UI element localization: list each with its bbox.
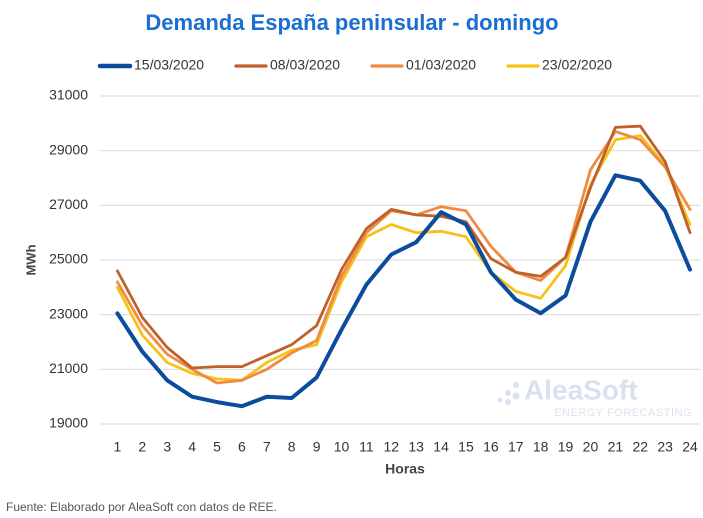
y-tick-label: 21000 [49, 360, 88, 376]
watermark-dot [505, 390, 511, 396]
y-axis-label: MWh [23, 244, 38, 275]
legend-label: 01/03/2020 [406, 57, 476, 73]
watermark-subtitle: ENERGY FORECASTING [554, 407, 692, 419]
x-tick-label: 9 [313, 439, 321, 455]
source-note: Fuente: Elaborado por AleaSoft con datos… [6, 500, 277, 514]
y-tick-label: 27000 [49, 196, 88, 212]
y-tick-label: 23000 [49, 305, 88, 321]
x-tick-label: 13 [408, 439, 424, 455]
x-tick-label: 17 [508, 439, 524, 455]
y-tick-label: 25000 [49, 251, 88, 267]
watermark-text: AleaSoft [524, 374, 638, 405]
watermark-dot [512, 392, 520, 400]
y-tick-label: 29000 [49, 141, 88, 157]
legend-label: 15/03/2020 [134, 57, 204, 73]
x-tick-label: 16 [483, 439, 499, 455]
x-tick-label: 20 [583, 439, 599, 455]
x-axis-label: Horas [385, 461, 425, 477]
watermark-dot [497, 397, 503, 403]
series-line [115, 173, 692, 409]
y-tick-label: 31000 [49, 87, 88, 103]
x-tick-label: 10 [334, 439, 350, 455]
x-tick-label: 19 [558, 439, 574, 455]
x-tick-label: 6 [238, 439, 246, 455]
x-tick-label: 11 [359, 439, 374, 455]
x-tick-label: 1 [114, 439, 122, 455]
watermark-dot [513, 382, 519, 388]
chart-title: Demanda España peninsular - domingo [145, 10, 558, 35]
x-tick-label: 7 [263, 439, 271, 455]
x-tick-label: 4 [188, 439, 196, 455]
series-line [116, 134, 692, 382]
x-tick-label: 12 [383, 439, 399, 455]
x-tick-label: 24 [682, 439, 698, 455]
x-tick-label: 15 [458, 439, 474, 455]
x-tick-label: 2 [138, 439, 146, 455]
series-line [116, 130, 692, 385]
x-tick-label: 21 [608, 439, 624, 455]
y-tick-label: 19000 [49, 415, 88, 431]
x-tick-label: 14 [433, 439, 449, 455]
watermark-dot [505, 399, 511, 405]
x-tick-label: 8 [288, 439, 296, 455]
legend-label: 23/02/2020 [542, 57, 612, 73]
legend-label: 08/03/2020 [270, 57, 340, 73]
x-tick-label: 23 [657, 439, 673, 455]
x-tick-label: 22 [632, 439, 648, 455]
x-tick-label: 3 [163, 439, 171, 455]
watermark: AleaSoft ENERGY FORECASTING [497, 374, 692, 419]
x-tick-label: 18 [533, 439, 549, 455]
x-tick-label: 5 [213, 439, 221, 455]
series-line [116, 124, 692, 370]
